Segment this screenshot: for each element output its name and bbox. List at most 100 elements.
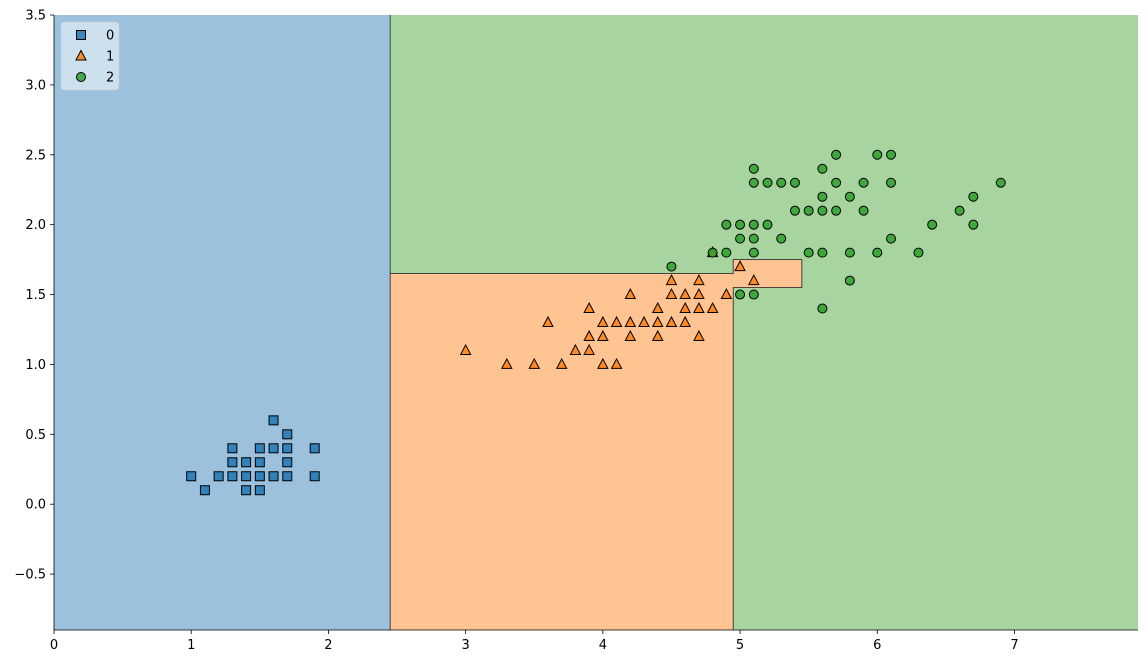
boundary-line [390,259,803,630]
y-tick-label: −0.5 [14,568,46,583]
data-point-class-0 [309,471,320,482]
data-point-class-2 [817,163,828,174]
data-point-class-0 [254,485,265,496]
x-tick-label: 5 [736,638,744,653]
data-point-class-2 [748,163,759,174]
x-tick-label: 6 [873,638,881,653]
data-point-class-0 [227,457,238,468]
data-point-class-1 [747,273,760,286]
data-point-class-1 [569,343,582,355]
data-point-class-1 [679,315,692,327]
y-tick-label: 3.0 [25,78,46,93]
data-point-class-0 [309,443,320,454]
data-point-class-2 [789,205,800,216]
legend-marker-2 [76,72,86,82]
data-point-class-0 [282,457,293,468]
data-point-class-1 [651,301,664,314]
data-point-class-2 [721,219,732,230]
data-point-class-1 [706,301,719,314]
data-point-class-0 [282,443,293,454]
data-point-class-1 [624,287,637,300]
data-point-class-1 [583,343,595,355]
data-point-class-1 [597,329,609,341]
legend: 0 1 2 [60,21,120,91]
data-point-class-2 [735,233,746,244]
data-point-class-1 [679,301,692,314]
data-point-class-2 [803,247,814,258]
x-tick-label: 1 [187,638,195,653]
data-point-class-2 [817,247,828,258]
data-point-class-1 [651,315,664,327]
data-point-class-1 [665,273,678,286]
data-point-class-1 [665,287,678,300]
data-point-class-2 [844,275,855,286]
data-point-class-2 [748,177,759,188]
data-point-class-2 [844,191,855,202]
data-point-class-1 [638,315,650,327]
y-tick-label: 0.0 [25,498,46,513]
data-point-class-2 [913,247,924,258]
data-point-class-0 [282,471,293,482]
y-tick-label: 1.0 [25,358,46,373]
data-point-class-2 [995,177,1006,188]
data-point-class-0 [227,471,238,482]
data-point-class-2 [776,233,787,244]
data-point-class-1 [583,301,595,314]
x-tick-label: 0 [50,638,58,653]
data-point-class-0 [227,443,238,454]
data-point-class-2 [789,177,800,188]
data-point-class-1 [610,315,623,327]
data-point-class-2 [817,205,828,216]
data-point-class-2 [817,191,828,202]
data-point-class-1 [679,287,692,300]
data-point-class-0 [199,485,210,496]
data-point-class-1 [555,357,568,369]
data-point-class-2 [872,149,883,160]
data-point-class-2 [886,177,897,188]
data-point-class-2 [762,219,773,230]
data-point-class-1 [542,315,554,327]
data-point-class-2 [803,205,814,216]
decision-regions [54,15,1138,630]
y-tick-label: 0.5 [25,428,46,443]
data-point-class-2 [968,191,979,202]
data-point-class-2 [748,247,759,258]
data-point-class-0 [241,485,252,496]
x-tick-label: 4 [599,638,607,653]
data-point-class-0 [268,415,279,426]
data-point-class-2 [735,289,746,300]
series-1 [459,246,760,369]
data-point-class-0 [186,471,197,482]
data-point-class-2 [886,233,897,244]
data-point-class-2 [831,149,842,160]
data-point-class-1 [693,273,705,286]
data-point-class-2 [927,219,938,230]
data-point-class-2 [776,177,787,188]
data-point-class-2 [817,303,828,314]
data-point-class-1 [597,315,609,327]
data-point-class-2 [748,289,759,300]
data-point-class-1 [734,260,746,272]
data-point-class-2 [831,177,842,188]
data-point-class-0 [254,443,265,454]
data-point-class-1 [665,315,678,327]
series-0 [186,415,320,496]
axes: 0 1 2 3 4 5 6 7 −0.5 0.0 0.5 1.0 1.5 2.0 2.5 3.0 3.5 [14,9,1138,653]
data-point-class-2 [858,205,869,216]
legend-label: 2 [106,71,114,86]
data-point-class-1 [693,301,705,314]
data-point-class-1 [459,343,472,355]
data-point-class-0 [282,429,293,440]
series-2 [666,149,1006,314]
data-point-class-1 [500,357,513,369]
data-point-class-2 [968,219,979,230]
region-class-1 [733,259,802,288]
region-class-0 [54,15,391,630]
region-class-1 [390,273,734,630]
x-tick-label: 7 [1010,638,1018,653]
data-point-class-0 [268,471,279,482]
data-points [186,149,1006,496]
legend-box [60,21,120,91]
data-point-class-2 [858,177,869,188]
legend-label: 0 [106,29,114,44]
